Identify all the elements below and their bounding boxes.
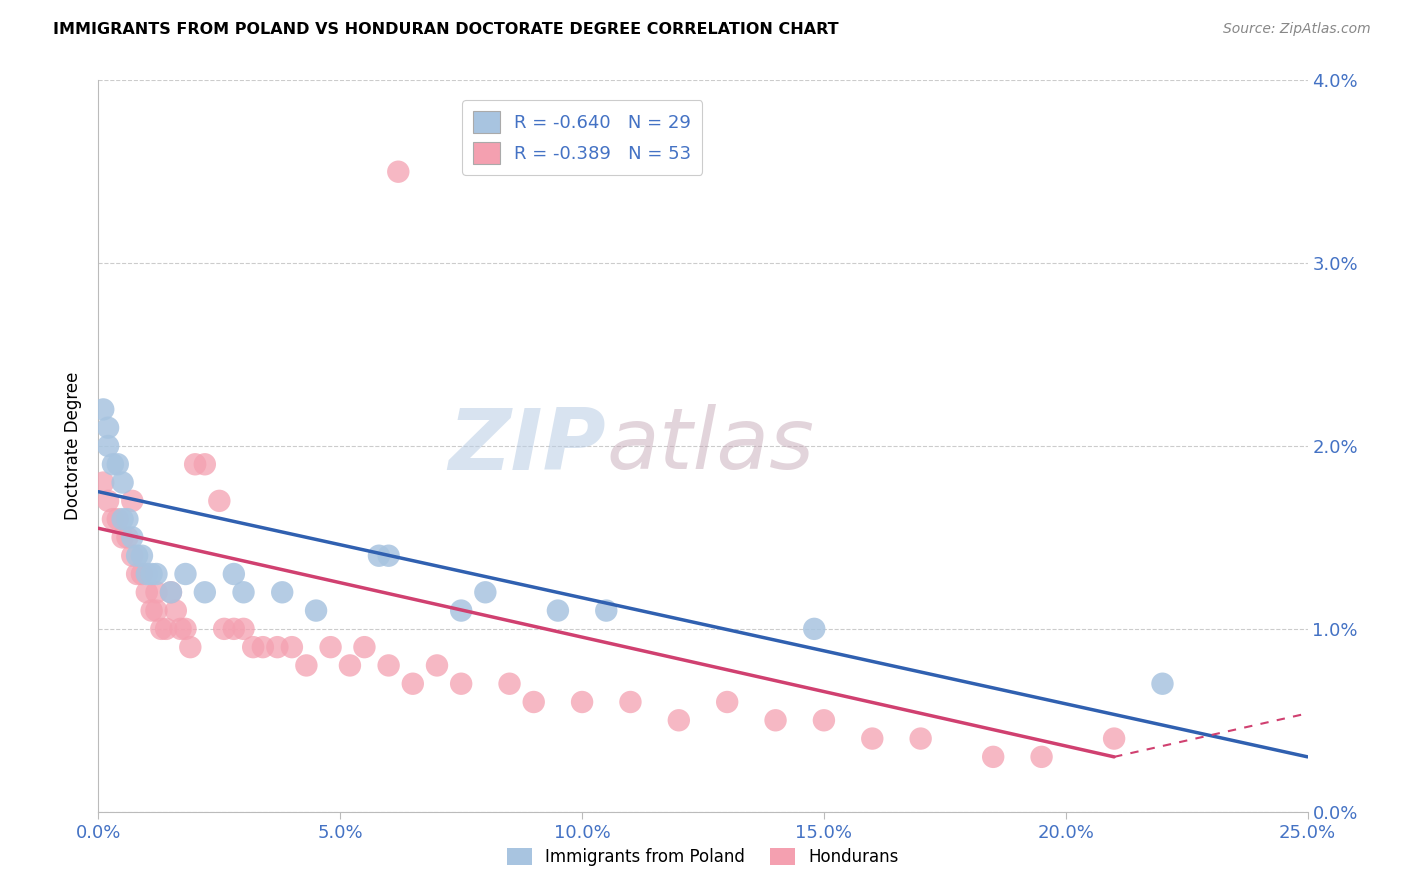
Point xyxy=(179,640,201,655)
Point xyxy=(232,622,254,636)
Point xyxy=(1102,731,1125,746)
Text: ZIP: ZIP xyxy=(449,404,606,488)
Point xyxy=(426,658,449,673)
Point xyxy=(319,640,342,655)
Point xyxy=(668,714,690,728)
Point xyxy=(910,731,932,746)
Point xyxy=(368,549,391,563)
Point xyxy=(131,549,153,563)
Legend: R = -0.640   N = 29, R = -0.389   N = 53: R = -0.640 N = 29, R = -0.389 N = 53 xyxy=(463,100,702,175)
Point xyxy=(121,530,143,544)
Point xyxy=(813,714,835,728)
Point xyxy=(160,585,183,599)
Point xyxy=(619,695,641,709)
Point xyxy=(141,567,163,582)
Point xyxy=(212,622,235,636)
Point xyxy=(353,640,375,655)
Point xyxy=(141,604,163,618)
Point xyxy=(266,640,288,655)
Point xyxy=(498,676,520,690)
Point xyxy=(377,549,399,563)
Point xyxy=(111,512,134,526)
Point xyxy=(174,567,197,582)
Point xyxy=(111,475,134,490)
Point xyxy=(97,494,120,508)
Point xyxy=(97,421,120,435)
Point xyxy=(595,604,617,618)
Point xyxy=(135,567,157,582)
Point xyxy=(765,714,787,728)
Point xyxy=(165,604,187,618)
Point xyxy=(131,567,153,582)
Point xyxy=(194,585,217,599)
Point xyxy=(107,512,129,526)
Point xyxy=(523,695,546,709)
Point xyxy=(281,640,304,655)
Text: IMMIGRANTS FROM POLAND VS HONDURAN DOCTORATE DEGREE CORRELATION CHART: IMMIGRANTS FROM POLAND VS HONDURAN DOCTO… xyxy=(53,22,839,37)
Point xyxy=(121,549,143,563)
Point xyxy=(145,585,167,599)
Point xyxy=(716,695,738,709)
Point xyxy=(150,622,173,636)
Point xyxy=(145,567,167,582)
Point xyxy=(101,458,124,472)
Point xyxy=(402,676,425,690)
Point xyxy=(174,622,197,636)
Point xyxy=(121,494,143,508)
Point xyxy=(242,640,264,655)
Point xyxy=(155,622,177,636)
Point xyxy=(1152,676,1174,690)
Point xyxy=(803,622,825,636)
Point xyxy=(1031,749,1053,764)
Point xyxy=(295,658,318,673)
Point xyxy=(571,695,593,709)
Point xyxy=(135,585,157,599)
Point xyxy=(111,530,134,544)
Point xyxy=(91,475,114,490)
Point xyxy=(169,622,191,636)
Point xyxy=(547,604,569,618)
Point xyxy=(160,585,183,599)
Point xyxy=(387,164,409,178)
Point xyxy=(127,567,149,582)
Point xyxy=(450,676,472,690)
Point xyxy=(981,749,1004,764)
Point xyxy=(860,731,883,746)
Point xyxy=(117,512,139,526)
Point xyxy=(127,549,149,563)
Point xyxy=(474,585,496,599)
Point xyxy=(107,458,129,472)
Point xyxy=(232,585,254,599)
Point xyxy=(450,604,472,618)
Text: atlas: atlas xyxy=(606,404,814,488)
Point xyxy=(222,567,245,582)
Y-axis label: Doctorate Degree: Doctorate Degree xyxy=(65,372,83,520)
Point xyxy=(305,604,328,618)
Point xyxy=(91,402,114,417)
Point xyxy=(117,530,139,544)
Point xyxy=(252,640,274,655)
Text: Source: ZipAtlas.com: Source: ZipAtlas.com xyxy=(1223,22,1371,37)
Point xyxy=(271,585,294,599)
Point xyxy=(97,439,120,453)
Point xyxy=(184,458,207,472)
Point xyxy=(101,512,124,526)
Point xyxy=(145,604,167,618)
Point xyxy=(377,658,399,673)
Point xyxy=(339,658,361,673)
Point xyxy=(194,458,217,472)
Point xyxy=(222,622,245,636)
Legend: Immigrants from Poland, Hondurans: Immigrants from Poland, Hondurans xyxy=(501,841,905,873)
Point xyxy=(208,494,231,508)
